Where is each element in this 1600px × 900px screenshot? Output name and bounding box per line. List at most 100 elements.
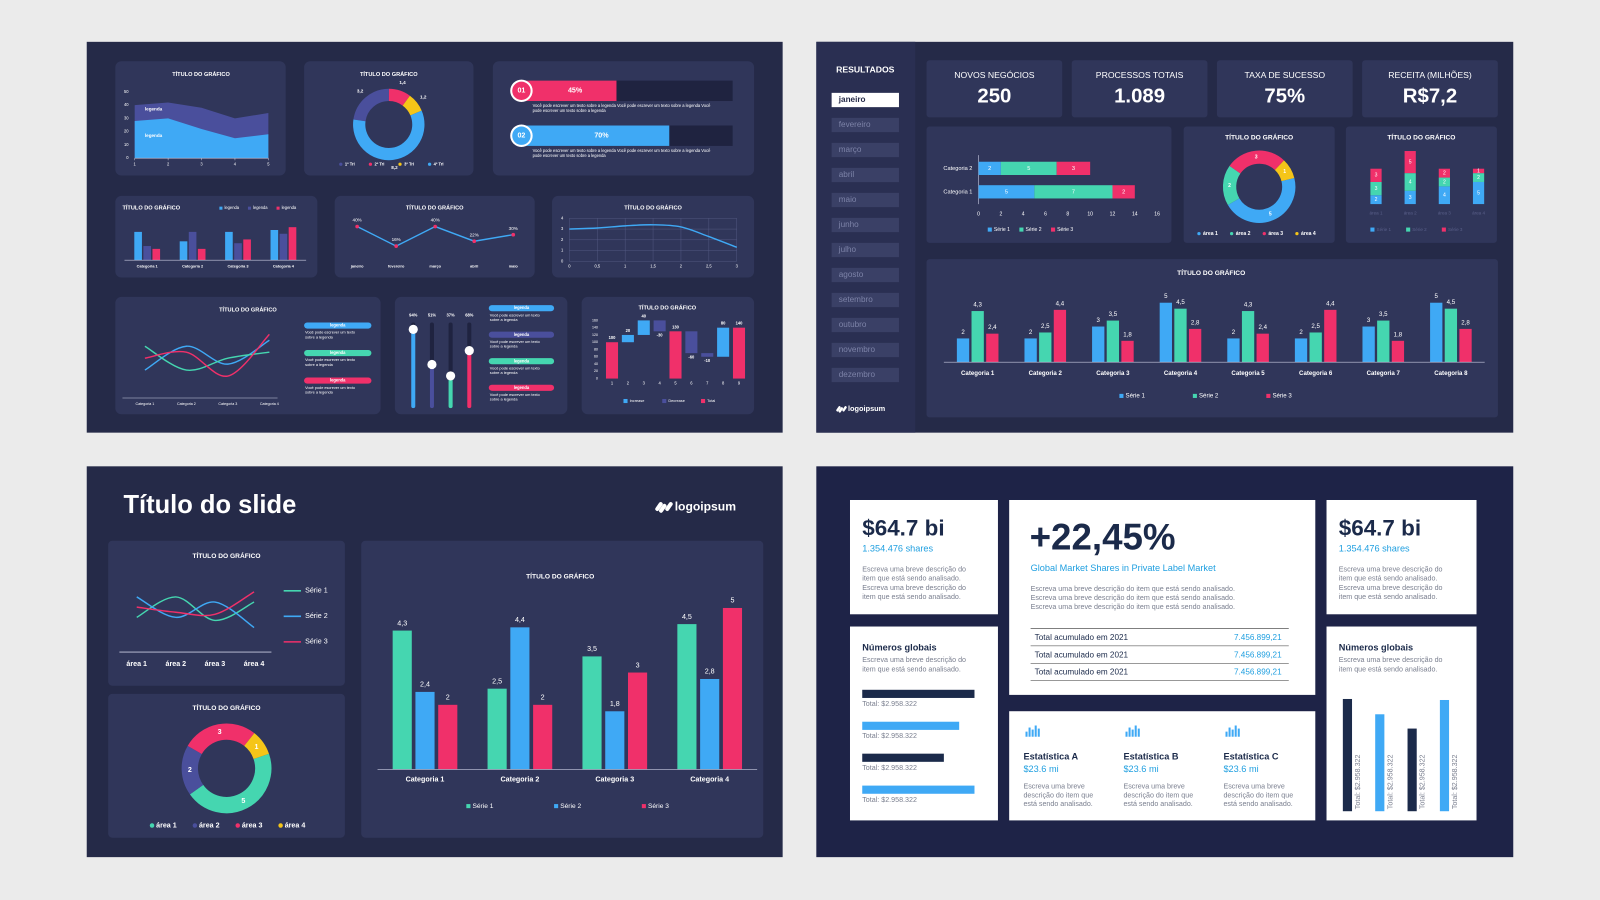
slider-knob	[427, 359, 437, 370]
description: Você pode escrever um texto sobre a lege…	[490, 312, 541, 322]
menu-label: abril	[839, 170, 855, 179]
data-label: 40	[641, 313, 646, 318]
data-label: 2,5	[1311, 323, 1320, 330]
menu-item[interactable]	[831, 92, 899, 108]
menu-item[interactable]	[831, 167, 899, 183]
legend-label: legenda	[330, 378, 346, 383]
description: Você pode escrever um texto sobre a lege…	[490, 365, 541, 375]
card-value: $64.7 bi	[862, 516, 944, 541]
bar	[1309, 332, 1322, 363]
bar	[134, 231, 142, 261]
x-tick-label: 1,5	[650, 263, 656, 268]
menu-item[interactable]	[831, 192, 899, 208]
bar	[669, 331, 682, 379]
card	[1009, 499, 1316, 695]
x-tick-label: janeiro	[350, 263, 364, 268]
bar	[986, 333, 999, 363]
data-label: 2,4	[988, 324, 997, 331]
data-label: 3,2	[357, 89, 364, 94]
x-tick-label: área 2	[166, 660, 187, 668]
bar	[1472, 168, 1485, 174]
bar	[415, 691, 435, 770]
donut-segment	[189, 753, 272, 814]
menu-label: agosto	[839, 270, 864, 279]
legend-label: legenda	[282, 205, 297, 210]
menu-item[interactable]	[831, 317, 899, 333]
panel	[394, 296, 568, 415]
bar-label: Total: $2.958.322	[1419, 754, 1427, 809]
legend-label: área 3	[1268, 231, 1283, 237]
icon	[1037, 728, 1040, 737]
bar	[1056, 161, 1091, 175]
legend-label: área 1	[1203, 231, 1218, 237]
x-tick-label: Categoria 3	[595, 775, 634, 783]
legend-label: Série 1	[305, 587, 328, 595]
panel	[926, 259, 1498, 418]
menu-item[interactable]	[831, 342, 899, 358]
kpi-value: 75%	[1264, 85, 1305, 107]
menu-item[interactable]	[831, 217, 899, 233]
menu-item[interactable]	[831, 267, 899, 283]
y-tick-label: 160	[592, 318, 598, 322]
marker	[433, 224, 438, 229]
legend-label: Série 2	[1412, 227, 1427, 232]
panel	[108, 693, 345, 838]
data-label: 2	[188, 766, 192, 774]
bar	[653, 320, 666, 332]
logo-mark	[655, 502, 663, 511]
legend-swatch	[247, 206, 252, 210]
legend-label: Série 3	[1057, 227, 1073, 233]
bar	[637, 320, 650, 335]
y-tick-label: 2	[561, 237, 564, 242]
badge-number: 02	[517, 132, 525, 140]
bar	[392, 630, 412, 770]
data-label: 5	[1269, 211, 1272, 217]
data-label: 3	[1375, 173, 1378, 179]
legend-swatch	[398, 162, 402, 166]
menu-label: setembro	[839, 295, 873, 304]
legend-label: legenda	[224, 205, 239, 210]
bar	[521, 80, 617, 102]
data-label: 100	[609, 335, 617, 340]
data-label: 2,8	[1461, 319, 1470, 326]
icon	[1228, 727, 1231, 737]
kpi-value: R$7,2	[1403, 85, 1457, 107]
legend-swatch	[1229, 232, 1234, 236]
bar	[1472, 173, 1485, 182]
donut-segment	[353, 110, 425, 161]
legend-box	[304, 349, 372, 357]
menu-item[interactable]	[831, 292, 899, 308]
bar	[438, 704, 458, 770]
legend-label: legenda	[514, 385, 530, 390]
icon	[1237, 728, 1240, 737]
donut-segment	[1274, 160, 1295, 182]
panel	[581, 296, 755, 415]
legend-label: Increase	[630, 398, 645, 403]
menu-item[interactable]	[831, 367, 899, 383]
legend-label: legenda	[253, 205, 268, 210]
x-tick-label: Categoria 3	[227, 263, 248, 268]
legend-swatch	[1192, 393, 1197, 398]
line	[136, 591, 255, 617]
y-tick-label: 1	[561, 248, 564, 253]
bar	[1438, 177, 1450, 187]
card-value: $64.7 bi	[1339, 516, 1421, 541]
x-tick-label: Categoria 1	[406, 775, 445, 783]
menu-item[interactable]	[831, 242, 899, 258]
legend-box	[304, 377, 372, 384]
decor-bar	[1439, 699, 1450, 812]
menu-label: fevereiro	[839, 120, 871, 129]
bar	[701, 353, 714, 357]
data-label: 2	[1029, 329, 1033, 336]
bar	[677, 624, 697, 770]
data-label: 2,4	[420, 681, 430, 689]
menu-label: dezembro	[839, 370, 876, 379]
legend-swatch	[641, 804, 646, 809]
menu-item[interactable]	[831, 117, 899, 133]
data-label: 3,5	[1109, 311, 1118, 318]
bar	[533, 704, 553, 770]
data-label: 2,4	[1258, 324, 1267, 331]
kpi-value: 250	[977, 85, 1011, 107]
menu-item[interactable]	[831, 142, 899, 158]
